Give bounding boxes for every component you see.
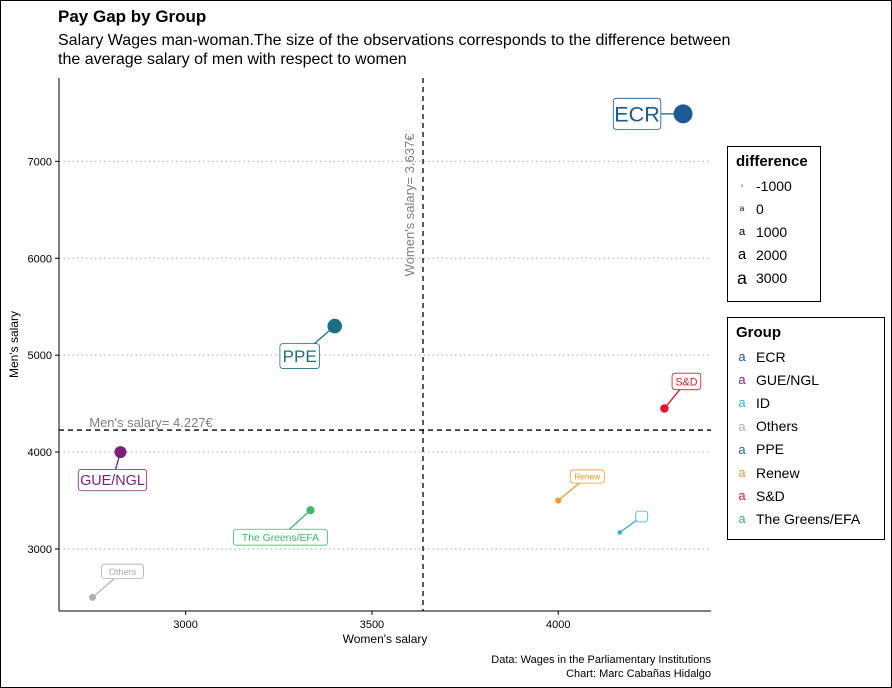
legend-size-key: a [738, 225, 746, 238]
legend-group: Group a ECR a GUE/NGL a ID a Others a PPE a Renew a S… [727, 317, 885, 540]
point-group-ecr: ECR [612, 97, 693, 130]
x-tick-label: 4000 [546, 619, 570, 631]
point-group-s-d: S&D [660, 372, 702, 413]
chart-title: Pay Gap by Group [58, 7, 207, 26]
legend-color-key: a [738, 349, 746, 365]
x-tick-label: 3500 [360, 619, 384, 631]
legend-group-item: a ID [728, 391, 884, 414]
legend-color-key: a [738, 418, 746, 434]
legend-difference: difference a -1000 a 0 a 1000 a 2000 a 3000 [727, 146, 821, 302]
legend-difference-item: a 2000 [728, 244, 820, 267]
point-label-box [569, 469, 605, 484]
caption-line-source: Data: Wages in the Parliamentary Institu… [491, 654, 711, 666]
point-group-renew: Renew [555, 469, 605, 504]
legend-difference-item: a 1000 [728, 220, 820, 243]
legend-size-key: a [740, 182, 744, 189]
caption-line-author: Chart: Marc Cabañas Hidalgo [566, 668, 711, 680]
legend-difference-label: -1000 [756, 177, 792, 194]
legend-size-key: a [739, 204, 745, 214]
point-label: Renew [574, 472, 601, 482]
chart-caption: Data: Wages in the Parliamentary Institu… [491, 653, 711, 681]
men-mean-label: Men's salary= 4.227€ [89, 415, 213, 430]
legend-group-item: a The Greens/EFA [728, 507, 884, 530]
legend-color-key: a [738, 488, 746, 504]
data-point [327, 318, 342, 334]
y-axis-title: Men's salary [7, 311, 21, 378]
legend-color-key: a [738, 372, 746, 388]
legend-color-key: a [738, 511, 746, 527]
legend-difference-label: 3000 [756, 270, 788, 287]
legend-group-item: a GUE/NGL [728, 368, 884, 391]
y-tick-label: 7000 [28, 156, 52, 168]
point-label-box [101, 563, 144, 580]
point-label: ECR [614, 102, 660, 127]
y-tick-label: 6000 [28, 253, 52, 265]
legend-group-item: a Renew [728, 461, 884, 484]
legend-difference-label: 0 [756, 200, 764, 217]
point-label: S&D [675, 376, 697, 388]
legend-group-label: PPE [756, 441, 785, 458]
point-label-box [233, 528, 328, 546]
legend-group-item: a ECR [728, 345, 884, 368]
legend-color-key: a [738, 441, 746, 457]
legend-difference-label: 1000 [756, 223, 788, 240]
data-point [660, 404, 669, 413]
point-label: Others [109, 567, 137, 577]
point-group-others: Others [89, 563, 144, 601]
legend-group-label: S&D [756, 487, 785, 504]
x-axis-title: Women's salary [343, 632, 428, 646]
data-point [114, 446, 127, 459]
legend-color-key: a [738, 465, 746, 481]
legend-group-label: ID [756, 394, 770, 411]
x-tick-label: 3000 [173, 619, 197, 631]
legend-group-item: a Others [728, 415, 884, 438]
data-point [89, 593, 97, 601]
legend-size-key: a [737, 247, 747, 264]
legend-color-key: a [738, 395, 746, 411]
point-label-box [279, 343, 320, 369]
data-point [673, 104, 693, 124]
legend-difference-label: 2000 [756, 247, 788, 264]
legend-group-item: a PPE [728, 438, 884, 461]
point-label-box [77, 468, 148, 492]
legend-difference-title: difference [736, 153, 808, 170]
data-point [306, 506, 315, 515]
point-label: The Greens/EFA [242, 533, 319, 544]
point-label-box [671, 372, 702, 391]
point-group-ppe: PPE [279, 318, 342, 369]
legend-difference-item: a 3000 [728, 267, 820, 290]
legend-group-label: Renew [756, 464, 800, 481]
chart-subtitle: Salary Wages man-woman.The size of the o… [58, 32, 731, 68]
point-group-gue-ngl: GUE/NGL [77, 446, 148, 492]
legend-group-label: The Greens/EFA [756, 510, 861, 527]
legend-group-title: Group [736, 324, 781, 341]
point-label-box [635, 510, 649, 523]
legend-size-key: a [737, 267, 747, 288]
women-mean-label: Women's salary= 3.637€ [402, 133, 417, 277]
y-tick-label: 3000 [28, 544, 52, 556]
legend-group-label: Others [756, 418, 799, 435]
legend-group-label: GUE/NGL [756, 371, 820, 388]
point-label: GUE/NGL [80, 473, 145, 489]
point-group-the-greens-efa: The Greens/EFA [233, 506, 328, 546]
legend-group-item: a S&D [728, 484, 884, 507]
y-tick-label: 4000 [28, 447, 52, 459]
point-label-box [612, 97, 662, 130]
data-point [617, 530, 622, 535]
point-label: PPE [283, 347, 317, 366]
point-group-id [617, 510, 649, 535]
y-tick-label: 5000 [28, 350, 52, 362]
legend-group-label: ECR [756, 348, 786, 365]
legend-difference-item: a -1000 [728, 174, 820, 197]
data-point [555, 497, 562, 504]
